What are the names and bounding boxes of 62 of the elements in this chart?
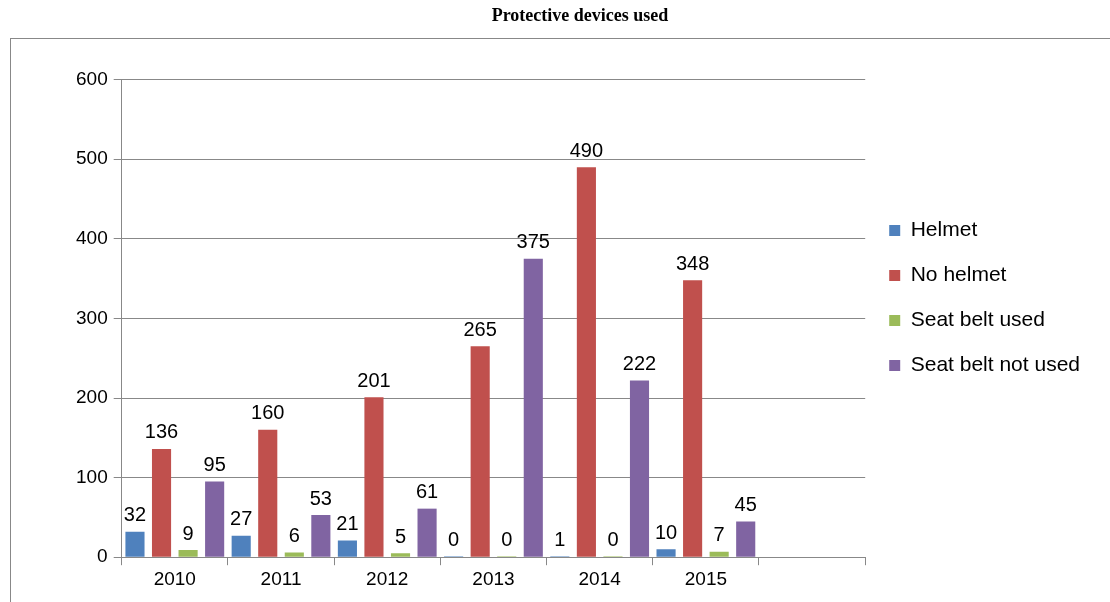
bar — [417, 508, 437, 557]
bar — [470, 346, 490, 557]
data-label: 0 — [448, 527, 460, 550]
bar — [151, 448, 172, 557]
data-label: 375 — [516, 230, 550, 253]
data-label: 32 — [123, 503, 147, 526]
y-tick-label: 100 — [76, 465, 108, 487]
x-tick-label: 2014 — [578, 567, 622, 589]
data-label: 160 — [251, 401, 285, 424]
x-tick-label: 2013 — [472, 567, 515, 589]
bar — [736, 521, 756, 557]
y-tick-label: 200 — [76, 386, 108, 408]
data-label: 265 — [463, 317, 497, 340]
data-label: 5 — [394, 524, 407, 547]
data-label: 6 — [288, 523, 300, 546]
bar — [683, 280, 703, 557]
bar — [284, 552, 304, 557]
bar — [125, 531, 145, 557]
bar — [709, 551, 729, 557]
x-tick-label: 2012 — [366, 567, 409, 589]
y-tick-label: 600 — [76, 67, 108, 89]
bar — [178, 550, 198, 557]
data-label: 0 — [607, 527, 619, 550]
bar — [576, 167, 596, 557]
data-label: 27 — [230, 507, 253, 530]
bar — [231, 535, 251, 557]
data-label: 348 — [675, 251, 710, 274]
data-label: 201 — [357, 368, 391, 391]
bar — [523, 258, 543, 557]
x-tick-label: 2015 — [684, 567, 728, 589]
y-tick-label: 500 — [76, 147, 108, 169]
data-label: 9 — [182, 521, 194, 544]
data-label: 222 — [622, 352, 657, 374]
y-tick-label: 300 — [76, 306, 108, 328]
data-label: 7 — [713, 523, 725, 546]
bar — [311, 515, 331, 557]
data-label: 1 — [554, 527, 566, 550]
chart-title: Protective devices used — [491, 5, 669, 26]
data-label: 45 — [734, 492, 757, 515]
x-tick-label: 2010 — [153, 567, 196, 589]
bar — [205, 481, 225, 557]
y-tick-label: 0 — [97, 545, 108, 567]
data-label: 0 — [501, 527, 513, 550]
legend-label: Seat belt used — [910, 307, 1045, 331]
legend-label: No helmet — [910, 262, 1007, 286]
bar — [656, 549, 676, 557]
x-tick-label: 2011 — [260, 567, 302, 589]
bar — [258, 429, 278, 557]
bar — [337, 540, 357, 557]
bar — [364, 397, 384, 557]
bar — [390, 553, 411, 557]
legend-label: Seat belt not used — [910, 352, 1080, 376]
data-label: 136 — [144, 420, 179, 443]
y-tick-label: 400 — [76, 227, 108, 249]
data-label: 61 — [415, 480, 439, 503]
data-label: 21 — [336, 512, 359, 534]
legend-label: Helmet — [910, 217, 978, 241]
bar — [629, 380, 650, 557]
data-label: 53 — [309, 486, 332, 509]
data-label: 95 — [203, 453, 226, 476]
data-label: 490 — [569, 138, 604, 161]
data-label: 10 — [654, 520, 678, 543]
